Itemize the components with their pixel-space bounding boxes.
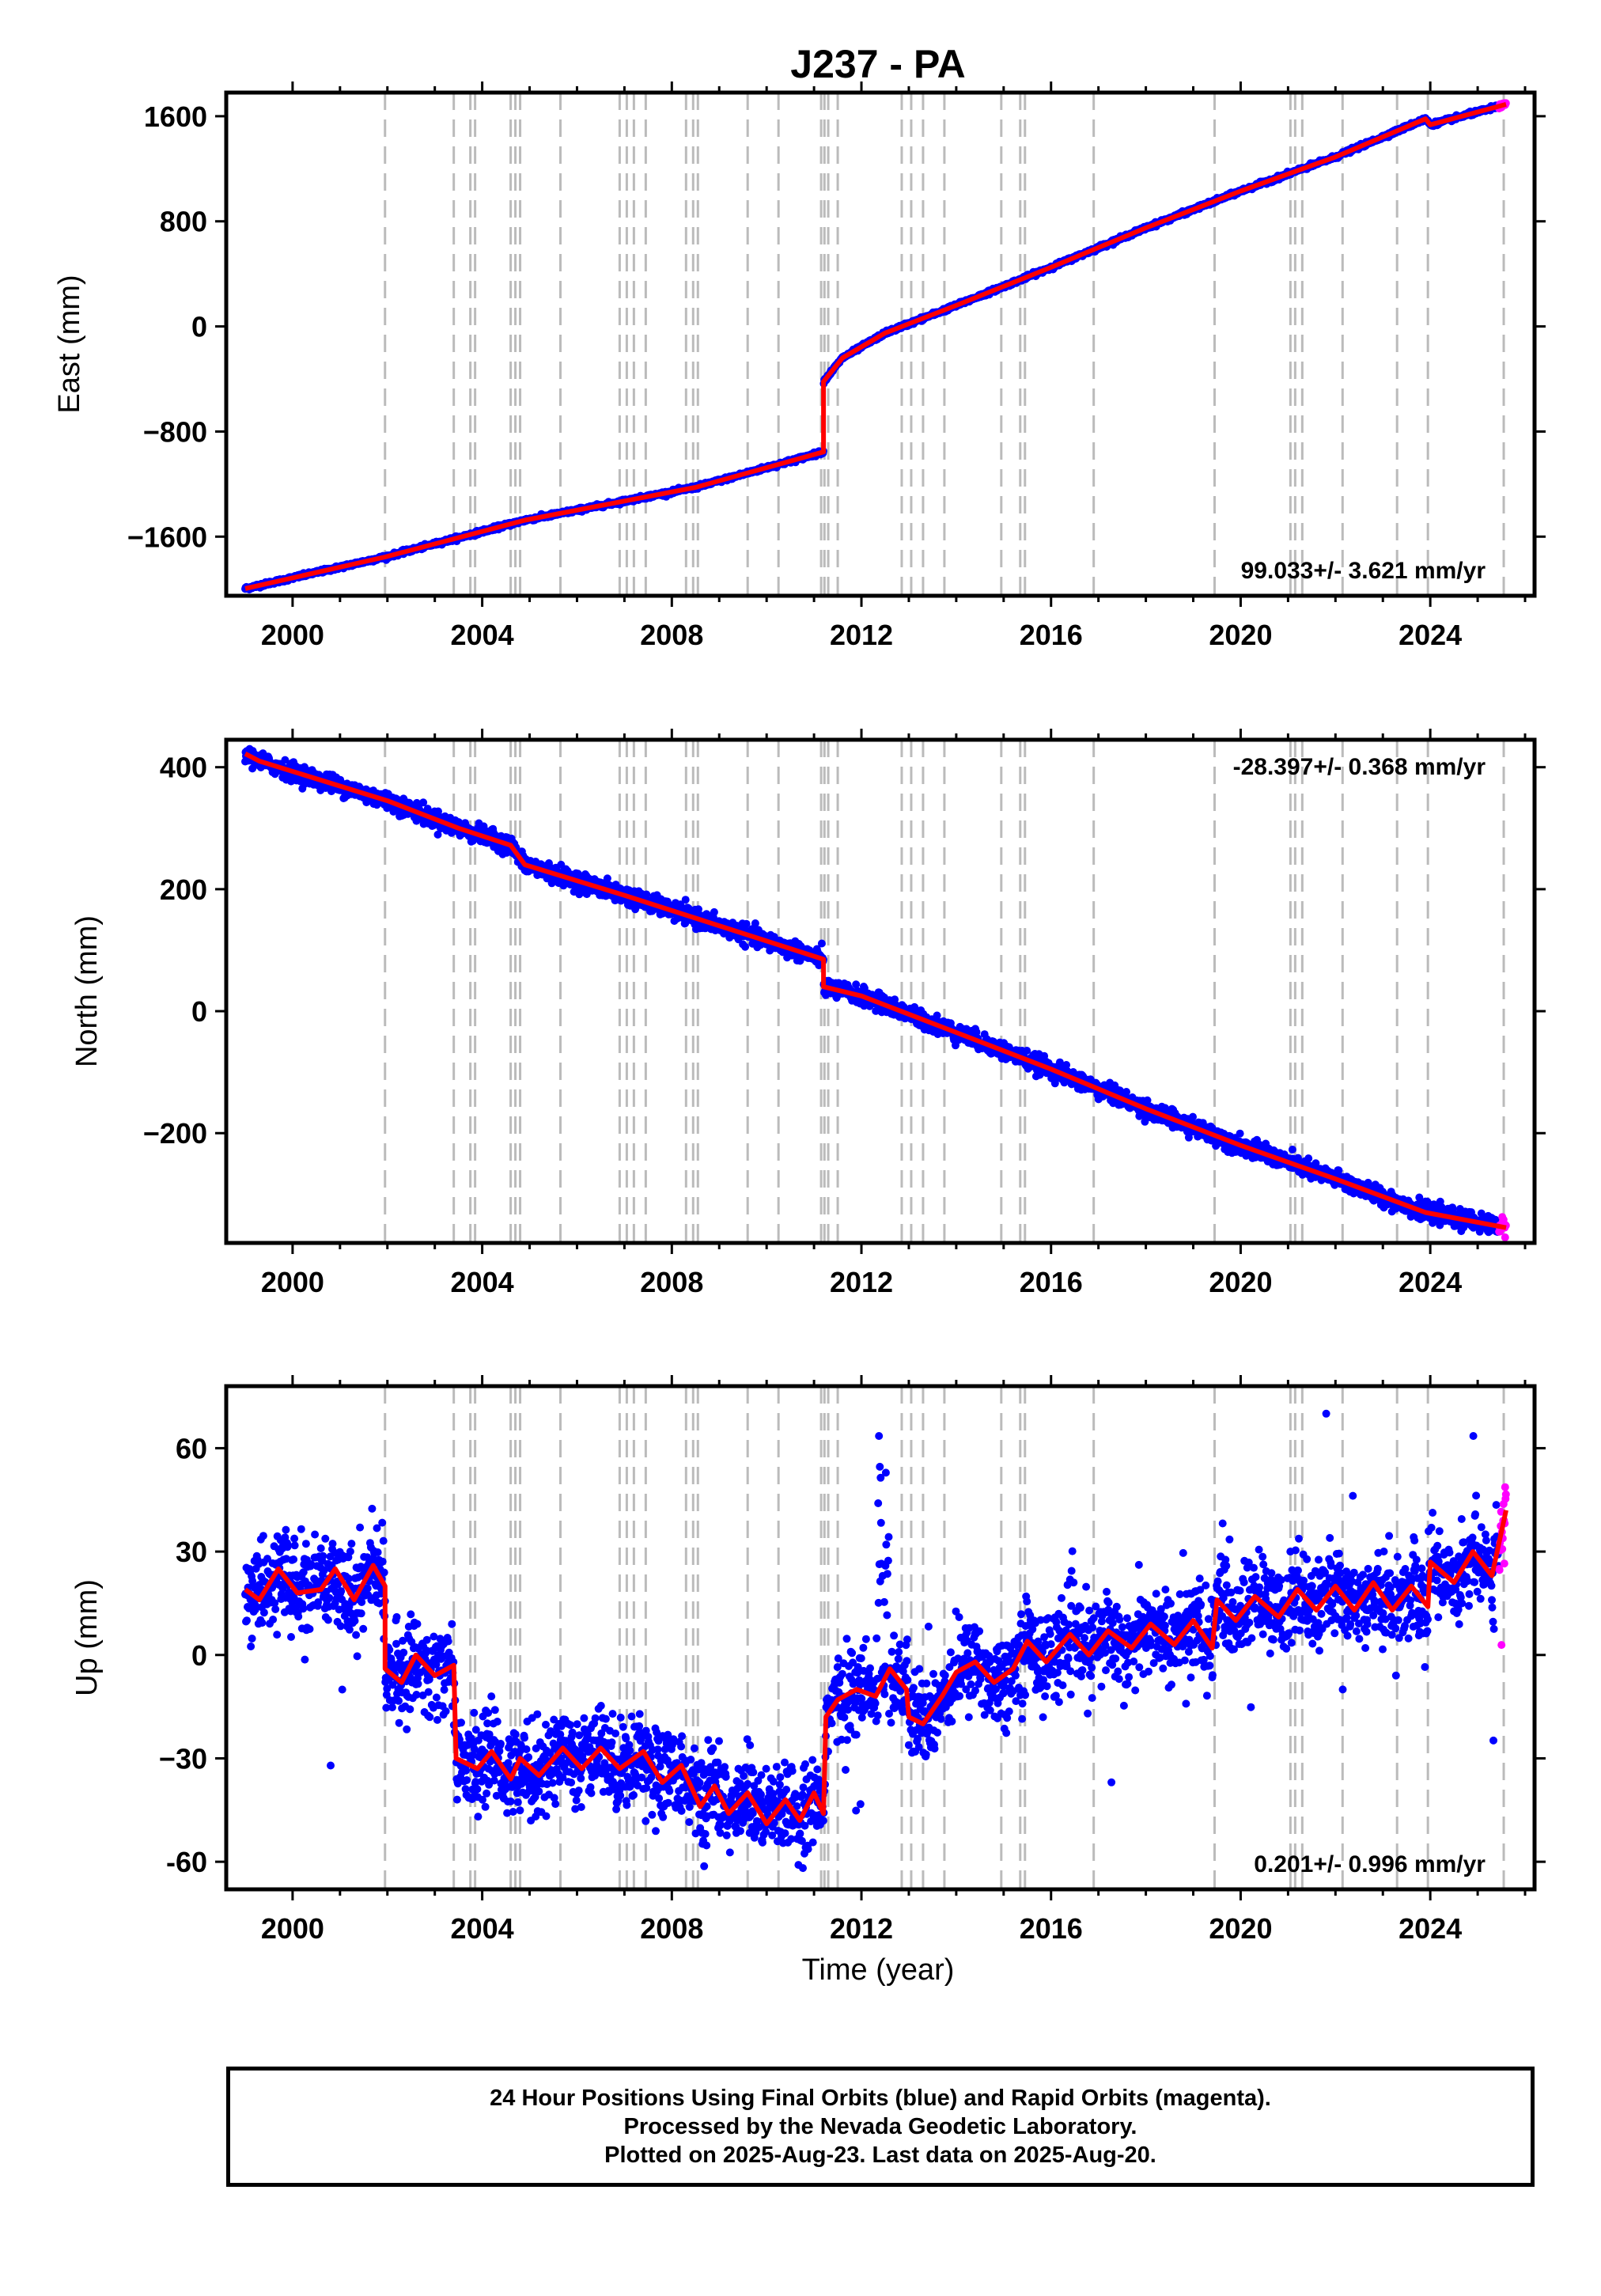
data-point	[695, 905, 702, 914]
data-point	[681, 896, 690, 904]
data-points	[241, 99, 1510, 594]
model-line	[244, 102, 1507, 591]
data-point	[603, 874, 611, 883]
velocity-label: 99.033+/- 3.621 mm/yr	[1241, 558, 1486, 584]
data-point	[852, 980, 861, 989]
event-lines	[384, 93, 1505, 596]
data-point	[281, 756, 290, 764]
data-point	[742, 919, 751, 928]
y-tick-label: 800	[160, 206, 207, 238]
data-point	[710, 907, 718, 916]
y-tick-label: 1600	[144, 100, 207, 133]
data-point	[433, 830, 442, 839]
north-panel: 2000 2004 2008 2012 2016 2020 2024−2000200400N…	[70, 729, 1546, 1298]
y-axis-label: East (mm)	[53, 275, 86, 413]
data-point	[642, 890, 651, 899]
data-point	[419, 798, 428, 807]
x-tick-label: 2020	[1209, 619, 1272, 651]
x-tick-label: 2008	[640, 619, 703, 651]
x-tick-label: 2024	[1399, 619, 1462, 651]
y-tick-label: 0	[191, 311, 207, 343]
y-tick-label: −1600	[127, 521, 207, 553]
x-tick-label: 2004	[451, 619, 514, 651]
east-panel: 2000 2004 2008 2012 2016 2020 2024 −1600 −800 0 80…	[53, 81, 1546, 651]
x-tick-label: 2000	[261, 619, 324, 651]
data-point	[741, 942, 750, 951]
figure-title: J237 - PA	[790, 42, 965, 86]
data-point	[817, 939, 826, 948]
x-tick-label: 2012	[830, 619, 893, 651]
data-point	[751, 919, 759, 927]
y-tick-label: −800	[143, 415, 207, 448]
plot-frame	[224, 90, 1537, 598]
x-tick-label: 2016	[1020, 619, 1083, 651]
